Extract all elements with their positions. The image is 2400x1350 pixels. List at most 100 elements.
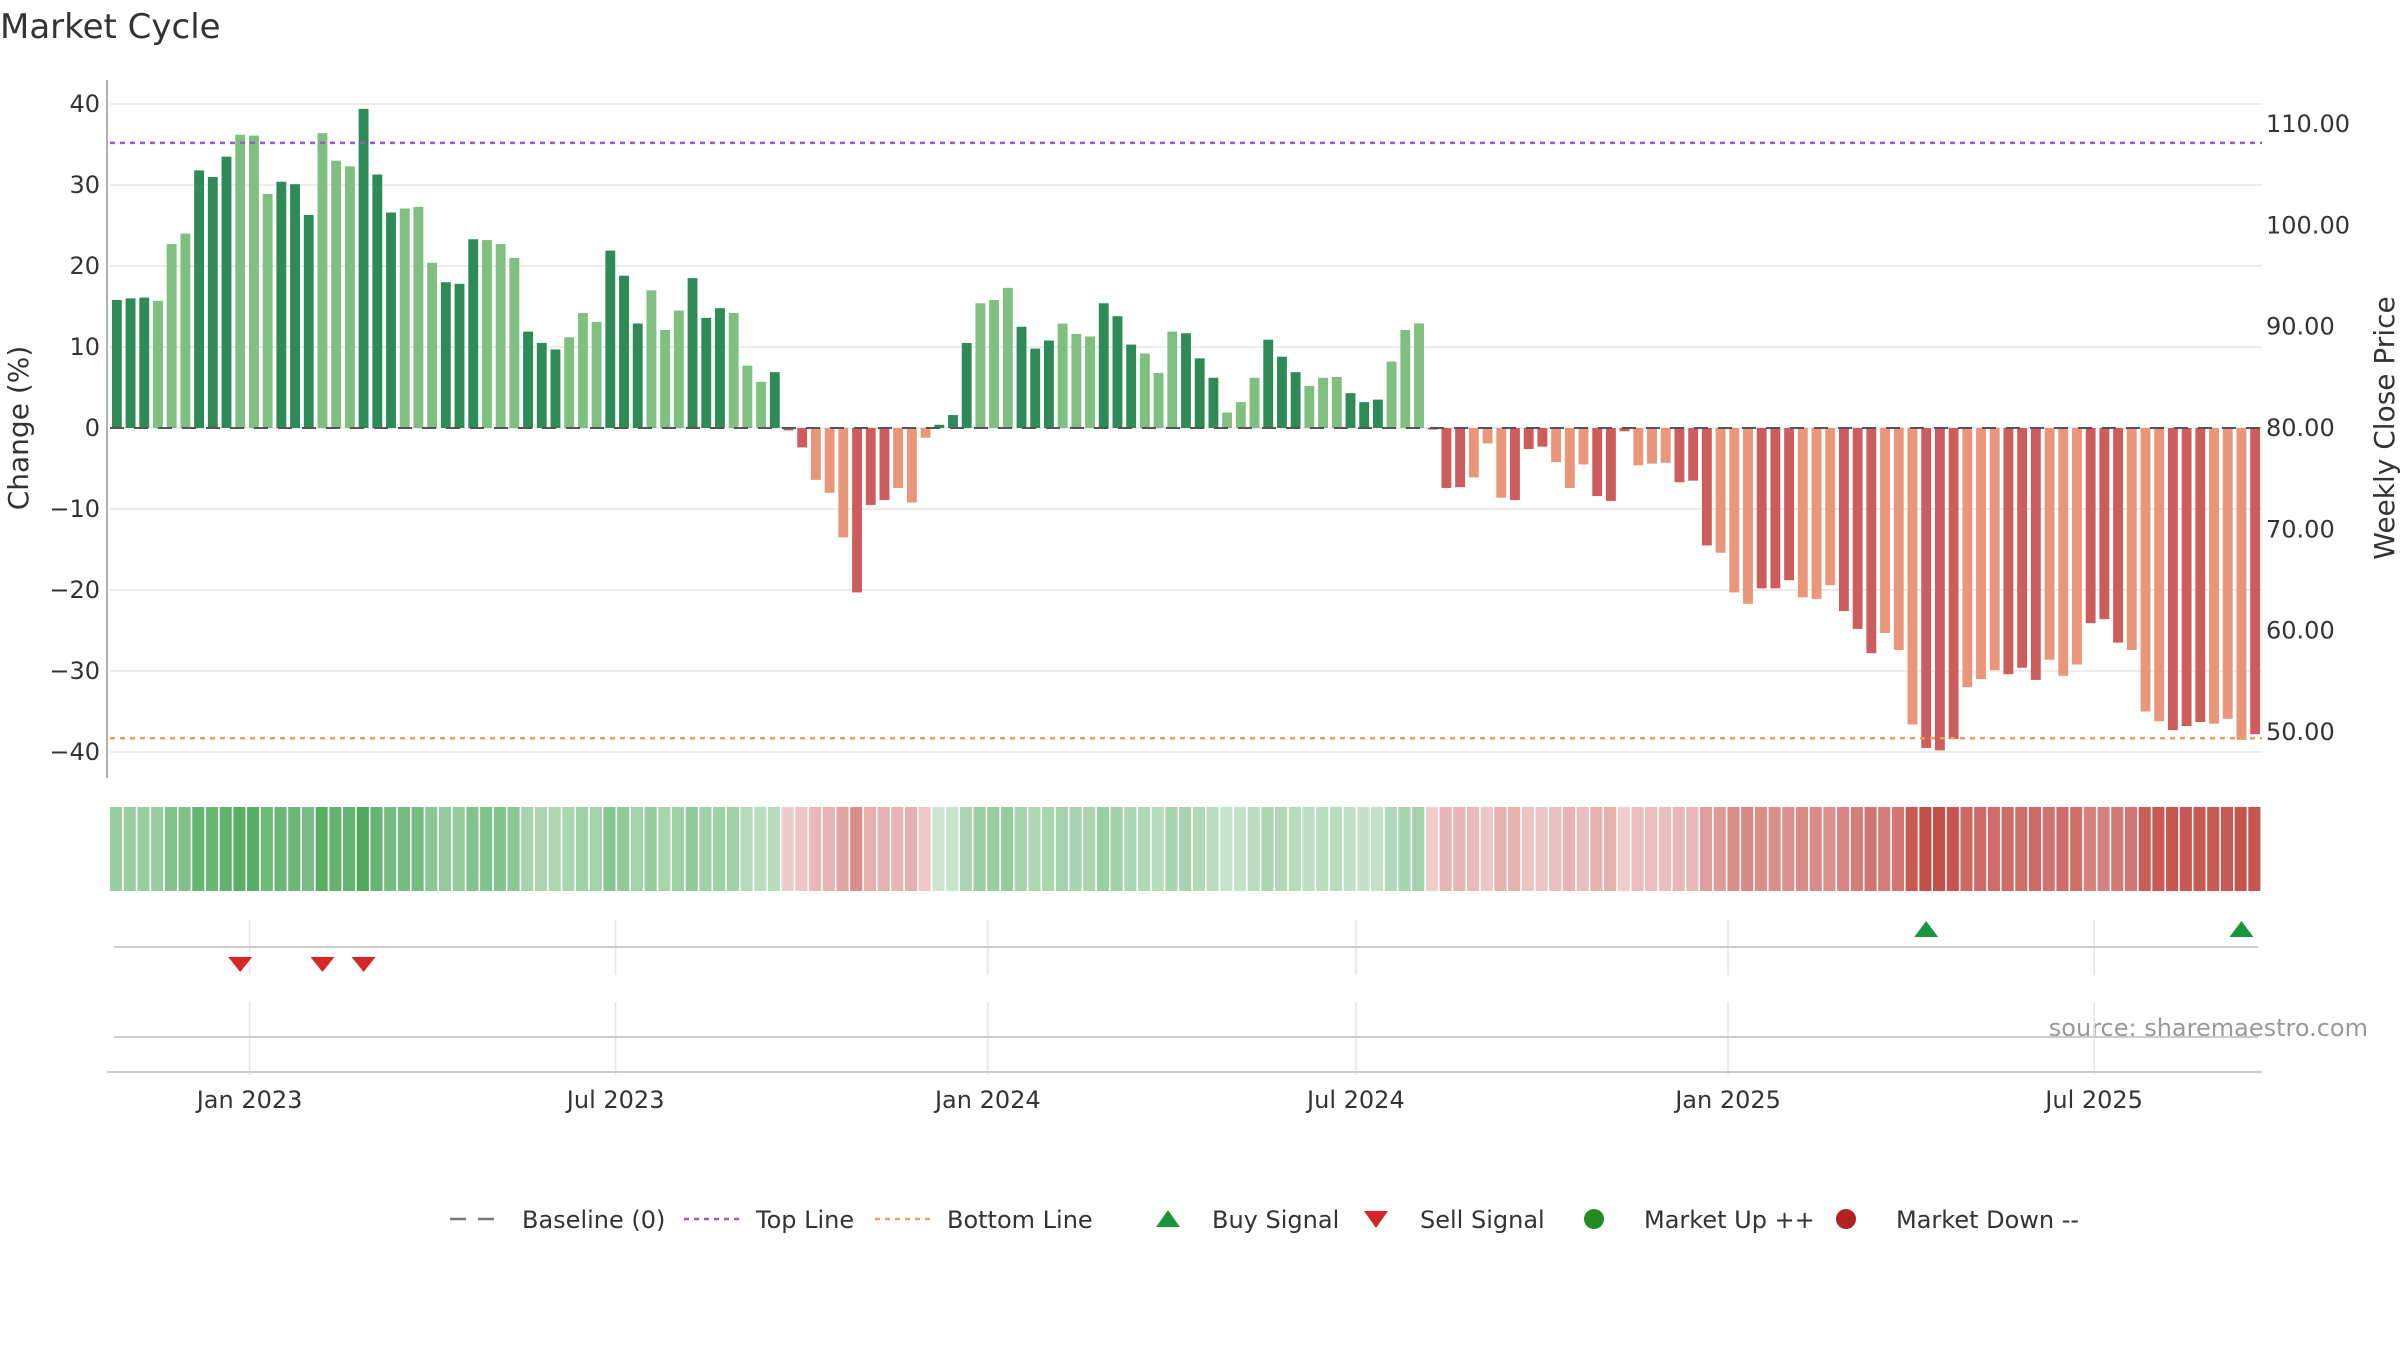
bar [577,312,588,428]
sell-signal-marker [351,957,376,972]
bar [1153,372,1164,428]
bar [701,317,712,428]
bar [1770,428,1781,589]
legend-item: Top Line [684,1206,854,1234]
bar [523,331,533,428]
y-axis-title-right: Weekly Close Price [2368,296,2400,559]
bar [1496,428,1507,498]
heat-cell [2111,807,2124,891]
bar [1318,377,1329,428]
heat-cell [1192,807,1205,891]
heat-cell [233,807,246,891]
bar [1756,428,1767,589]
bar [1619,428,1630,432]
bar [865,428,876,505]
heat-cell [1809,807,1822,891]
bar [961,342,972,428]
heat-cell [425,807,438,891]
bar [1866,428,1877,654]
bar [591,321,602,428]
bar [1016,326,1027,428]
heat-cell [2070,807,2083,891]
bars-layer [111,108,2261,751]
bar [1647,428,1657,464]
heat-cell [1795,807,1809,891]
heat-cell [411,807,424,891]
legend-item: Bottom Line [875,1206,1093,1234]
x-tick-label: Jul 2025 [2043,1086,2143,1114]
bar [1592,428,1603,497]
bar [660,329,671,428]
bar [756,381,767,428]
heat-cell [809,807,822,891]
y-tick-label-left: 20 [69,252,100,280]
bar [1633,428,1644,466]
heat-cell [370,807,383,891]
bar [605,250,616,428]
bar [1194,358,1205,428]
bar [1797,428,1808,598]
heat-cell [822,807,835,891]
heat-cell [1165,807,1178,891]
heat-cell [1631,807,1644,891]
bar [1934,428,1945,751]
heat-cell [2001,807,2014,891]
bar [2003,428,2014,675]
bar [1208,377,1219,428]
heat-cell [1562,807,1576,891]
bar [2058,428,2069,676]
bar [139,297,150,428]
bar [2250,428,2261,735]
heat-cell [1946,807,1959,891]
legend-item: Sell Signal [1364,1206,1545,1234]
heat-cell [1713,807,1726,891]
bar [1030,348,1041,428]
bar [454,283,465,428]
sell-signal-marker [310,957,335,972]
heat-cell [178,807,191,891]
heat-cell [534,807,548,891]
bar [290,184,300,428]
heat-cell [438,807,452,891]
heat-cell [466,807,479,891]
heat-cell [1494,807,1507,891]
bar [1893,428,1904,650]
bar [1852,428,1863,629]
heat-cell [959,807,972,891]
legend-label: Sell Signal [1420,1206,1545,1234]
bar [673,310,684,428]
bar [632,323,643,428]
x-tick-label: Jul 2023 [565,1086,665,1114]
heat-cell [110,807,123,891]
legend-symbol [1156,1210,1180,1227]
bar [1002,287,1013,428]
heat-cell [891,807,904,891]
heat-cell [1576,807,1589,891]
bar [1235,402,1246,428]
heat-cell [2166,807,2179,891]
bar [207,176,218,428]
heat-cell [754,807,767,891]
heat-cell [2083,807,2096,891]
bar [1290,372,1301,428]
y-tick-label-right: 70.00 [2266,515,2335,543]
heat-cell [589,807,602,891]
heat-cell [630,807,643,891]
heat-cell [205,807,219,891]
heat-cell [1617,807,1630,891]
bar [1688,428,1699,481]
bar [180,233,191,428]
bar [920,428,931,438]
heat-cell [1206,807,1219,891]
heat-cell [2124,807,2138,891]
heat-cell [1151,807,1164,891]
bar [468,239,479,428]
bar [715,308,725,428]
heat-cell [1042,807,1055,891]
heat-cell [1179,807,1192,891]
heat-cell [2097,807,2110,891]
bar [1414,323,1424,428]
bar [386,212,396,428]
heat-cell [2138,807,2151,891]
chart-title: Market Cycle [0,7,221,47]
